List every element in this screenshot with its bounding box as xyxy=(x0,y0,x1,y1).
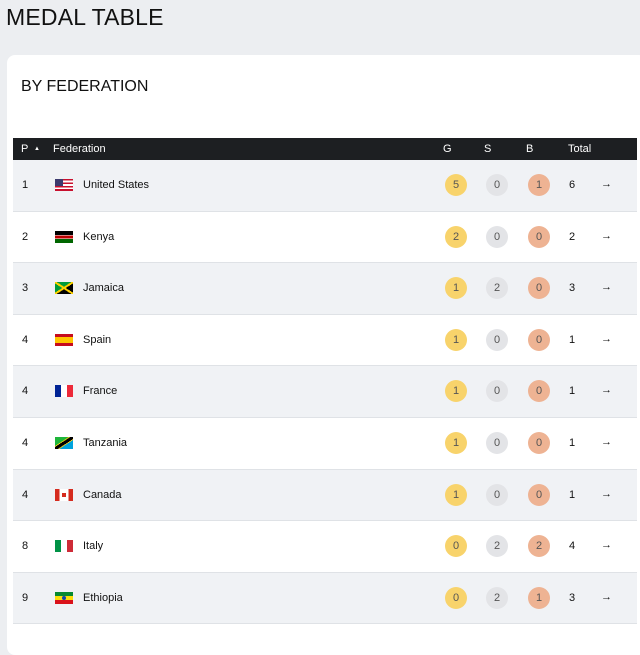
total-count: 3 xyxy=(569,591,576,604)
total-count: 1 xyxy=(569,333,576,346)
bronze-count: 0 xyxy=(528,483,550,506)
col-total[interactable]: Total xyxy=(568,143,592,155)
federation-name[interactable]: Jamaica xyxy=(83,282,124,295)
arrow-right-icon[interactable]: → xyxy=(601,229,612,242)
table-row[interactable]: 4 France 1 0 0 1 → xyxy=(13,366,637,418)
table-row[interactable]: 1 United States 5 0 1 6 → xyxy=(13,160,637,212)
position: 4 xyxy=(22,488,29,501)
position: 1 xyxy=(22,179,29,191)
col-pos[interactable]: P xyxy=(21,143,29,155)
table-row[interactable]: 2 Kenya 2 0 0 2 → xyxy=(13,212,637,264)
gold-count: 1 xyxy=(445,431,467,454)
gold-count: 1 xyxy=(445,483,467,506)
flag-jm-icon xyxy=(55,282,73,295)
federation-name[interactable]: Spain xyxy=(83,333,112,346)
table-row[interactable]: 3 Jamaica 1 2 0 3 → xyxy=(13,263,637,315)
federation-name[interactable]: Canada xyxy=(83,488,122,501)
position: 9 xyxy=(22,591,29,604)
total-count: 1 xyxy=(569,488,576,501)
total-count: 1 xyxy=(569,436,576,449)
gold-count: 0 xyxy=(445,586,467,609)
medal-table: P ▲ Federation G S B Total 1 United Stat… xyxy=(13,138,637,625)
bronze-count: 2 xyxy=(528,535,550,558)
flag-tz-icon xyxy=(55,436,73,449)
silver-count: 0 xyxy=(486,328,508,351)
arrow-right-icon[interactable]: → xyxy=(601,590,612,603)
bronze-count: 0 xyxy=(528,328,550,351)
table-header: P ▲ Federation G S B Total xyxy=(13,138,637,160)
position: 2 xyxy=(22,230,29,243)
federation-name[interactable]: Ethiopia xyxy=(83,591,123,604)
gold-count: 1 xyxy=(445,380,467,403)
silver-count: 0 xyxy=(486,174,508,196)
federation-name[interactable]: Italy xyxy=(83,540,104,553)
sort-asc-icon[interactable]: ▲ xyxy=(34,146,40,152)
position: 4 xyxy=(22,333,29,346)
flag-ke-icon xyxy=(55,230,73,243)
total-count: 1 xyxy=(569,385,576,398)
bronze-count: 1 xyxy=(528,174,550,196)
silver-count: 2 xyxy=(486,586,508,609)
arrow-right-icon[interactable]: → xyxy=(601,281,612,294)
gold-count: 1 xyxy=(445,328,467,351)
total-count: 6 xyxy=(569,179,576,191)
total-count: 3 xyxy=(569,282,576,295)
arrow-right-icon[interactable]: → xyxy=(601,487,612,500)
bronze-count: 0 xyxy=(528,225,550,248)
total-count: 2 xyxy=(569,230,576,243)
position: 4 xyxy=(22,436,29,449)
federation-name[interactable]: Kenya xyxy=(83,230,115,243)
silver-count: 2 xyxy=(486,277,508,300)
flag-es-icon xyxy=(55,333,73,346)
table-row[interactable]: 9 Ethiopia 0 2 1 3 → xyxy=(13,572,637,625)
bronze-count: 0 xyxy=(528,277,550,300)
table-row[interactable]: 4 Canada 1 0 0 1 → xyxy=(13,469,637,522)
position: 3 xyxy=(22,282,29,295)
bronze-count: 1 xyxy=(528,586,550,609)
table-row[interactable]: 8 Italy 0 2 2 4 → xyxy=(13,521,637,573)
gold-count: 5 xyxy=(445,174,467,196)
col-gold[interactable]: G xyxy=(443,143,452,155)
bronze-count: 0 xyxy=(528,431,550,454)
silver-count: 0 xyxy=(486,431,508,454)
page-title: MEDAL TABLE xyxy=(6,4,164,30)
position: 4 xyxy=(22,385,29,398)
gold-count: 2 xyxy=(445,225,467,248)
flag-fr-icon xyxy=(55,385,73,398)
col-federation[interactable]: Federation xyxy=(53,143,106,155)
arrow-right-icon[interactable]: → xyxy=(601,435,612,448)
col-silver[interactable]: S xyxy=(484,143,492,155)
arrow-right-icon[interactable]: → xyxy=(601,178,612,190)
silver-count: 2 xyxy=(486,535,508,558)
federation-name[interactable]: Tanzania xyxy=(83,436,128,449)
arrow-right-icon[interactable]: → xyxy=(601,332,612,345)
flag-et-icon xyxy=(55,591,73,604)
flag-it-icon xyxy=(55,540,73,553)
arrow-right-icon[interactable]: → xyxy=(601,384,612,397)
silver-count: 0 xyxy=(486,225,508,248)
arrow-right-icon[interactable]: → xyxy=(601,539,612,552)
gold-count: 0 xyxy=(445,535,467,558)
col-bronze[interactable]: B xyxy=(526,143,534,155)
silver-count: 0 xyxy=(486,380,508,403)
flag-ca-icon xyxy=(55,488,73,501)
bronze-count: 0 xyxy=(528,380,550,403)
federation-name[interactable]: United States xyxy=(83,179,150,191)
gold-count: 1 xyxy=(445,277,467,300)
table-row[interactable]: 4 Spain 1 0 0 1 → xyxy=(13,315,637,367)
section-title: BY FEDERATION xyxy=(21,78,149,95)
position: 8 xyxy=(22,540,29,553)
silver-count: 0 xyxy=(486,483,508,506)
table-row[interactable]: 4 Tanzania 1 0 0 1 → xyxy=(13,418,637,470)
total-count: 4 xyxy=(569,540,576,553)
flag-us-icon xyxy=(55,179,73,191)
federation-name[interactable]: France xyxy=(83,385,118,398)
